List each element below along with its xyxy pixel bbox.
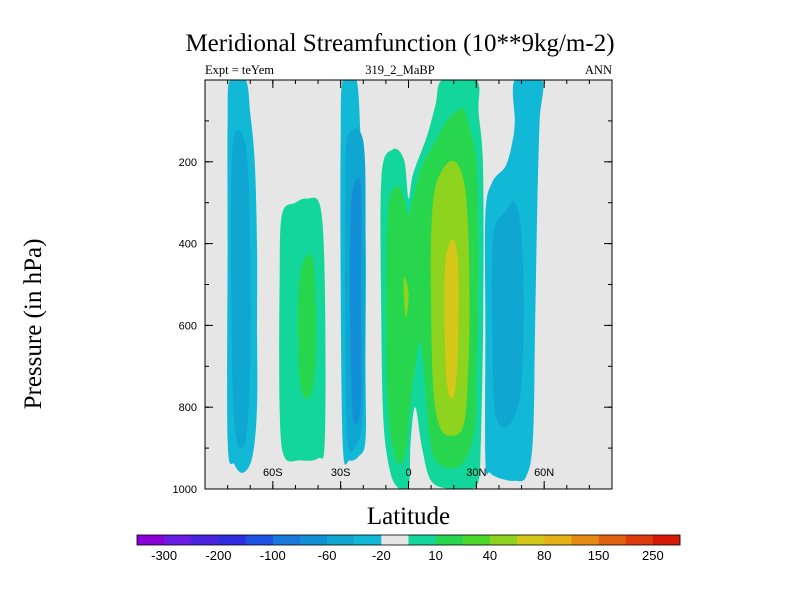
- contour-nh-ferrel-core: [491, 201, 524, 428]
- chart-subtitle-left: Expt = teYem: [205, 63, 274, 77]
- chart-title: Meridional Streamfunction (10**9kg/m-2): [185, 30, 615, 57]
- colorbar-swatch: [218, 535, 246, 545]
- y-tick-label: 600: [179, 320, 197, 332]
- colorbar-swatch: [245, 535, 274, 545]
- colorbar-swatch: [544, 535, 572, 545]
- y-tick-label: 400: [179, 239, 197, 251]
- contour-sh-hadley-core: [349, 178, 362, 424]
- colorbar-label: -20: [372, 548, 391, 563]
- colorbar-frame: [136, 534, 681, 546]
- colorbar-swatch: [381, 535, 409, 545]
- y-tick-label: 1000: [173, 484, 197, 496]
- y-tick-label: 800: [179, 402, 197, 414]
- colorbar-swatch: [272, 535, 301, 545]
- y-tick-label: 200: [179, 157, 197, 169]
- colorbar-swatch: [408, 535, 436, 545]
- colorbar-label: -300: [151, 548, 177, 563]
- colorbar-label: 10: [428, 548, 442, 563]
- x-tick-label: 60N: [534, 467, 554, 479]
- colorbar-label: 40: [483, 548, 497, 563]
- colorbar-swatch: [598, 535, 626, 545]
- contour-hadley-level-150: [444, 238, 459, 399]
- x-tick-label: 30S: [331, 467, 351, 479]
- colorbar-swatch: [462, 535, 491, 545]
- contour-hadley-level-80-sh: [403, 276, 409, 318]
- colorbar-swatch: [652, 535, 681, 545]
- chart-subtitle-center: 319_2_MaBP: [365, 63, 435, 77]
- axes: 60S 30S 0 30N 60N 200 400 600 800 1000: [173, 79, 613, 496]
- colorbar-label: 150: [588, 548, 610, 563]
- x-axis-label: Latitude: [366, 503, 451, 530]
- colorbar-swatch: [137, 535, 165, 545]
- x-tick-label: 60S: [263, 467, 283, 479]
- colorbar-swatch: [299, 535, 328, 545]
- contour-sh-ferrel-core: [297, 254, 316, 399]
- colorbar-label: -60: [318, 548, 337, 563]
- colorbar-label: -200: [205, 548, 231, 563]
- colorbar-label: 80: [537, 548, 551, 563]
- colorbar: -300 -200 -100 -60 -20 10 40 80 150 250: [136, 534, 681, 563]
- colorbar-swatch: [164, 535, 192, 545]
- chart-subtitle-right: ANN: [584, 63, 612, 77]
- colorbar-swatch: [625, 535, 654, 545]
- colorbar-swatch: [435, 535, 464, 545]
- colorbar-swatch: [354, 535, 382, 545]
- plot-area: [205, 80, 612, 489]
- x-tick-label: 30N: [466, 467, 486, 479]
- colorbar-label: -100: [260, 548, 286, 563]
- colorbar-swatch: [191, 535, 219, 545]
- contour-sh-polar-core: [230, 130, 251, 450]
- colorbar-swatch: [327, 535, 355, 545]
- colorbar-label: 250: [642, 548, 664, 563]
- colorbar-swatch: [489, 535, 518, 545]
- colorbar-swatch: [571, 535, 599, 545]
- colorbar-swatch: [517, 535, 545, 545]
- x-tick-label: 0: [405, 467, 411, 479]
